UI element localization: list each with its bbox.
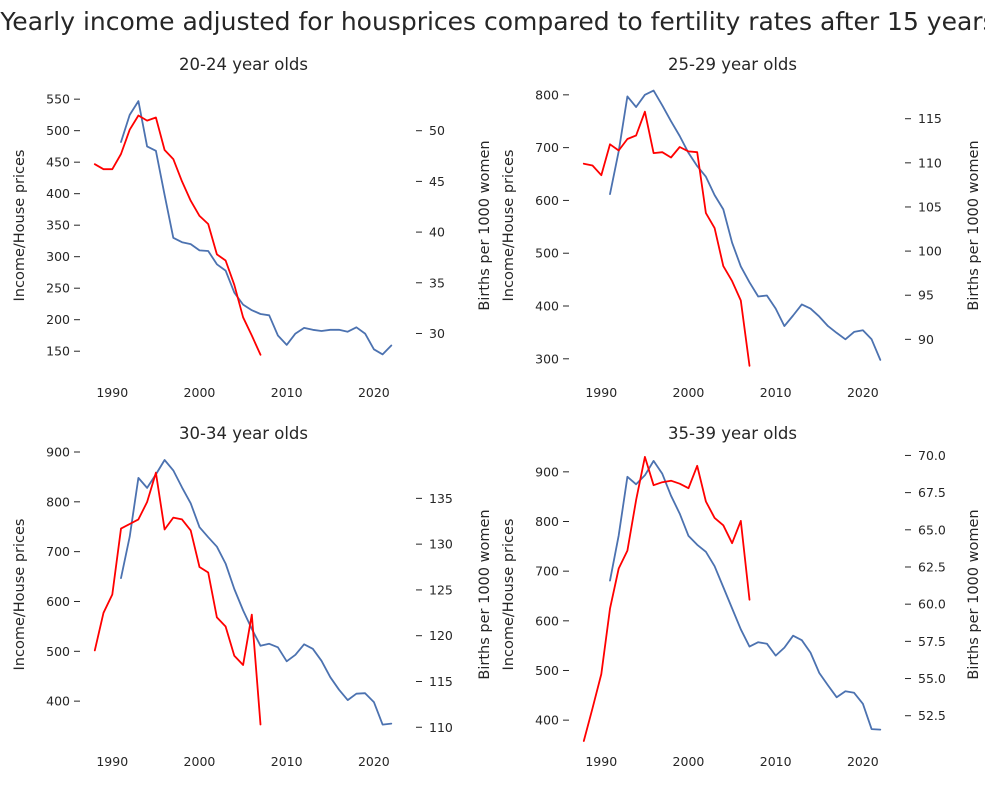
y2-tick-label: 90 <box>918 332 934 347</box>
x-tick-label: 2020 <box>358 754 390 769</box>
y2-tick-label: 62.5 <box>918 559 946 574</box>
y-tick-label: 200 <box>46 312 70 327</box>
y-tick-label: 500 <box>535 663 559 678</box>
panel-title: 20-24 year olds <box>179 55 308 74</box>
y-axis-label: Income/House prices <box>12 519 28 671</box>
y-tick-label: 400 <box>535 713 559 728</box>
y2-tick-label: 35 <box>429 275 445 290</box>
y-tick-label: 800 <box>46 494 70 509</box>
y-tick-label: 500 <box>46 123 70 138</box>
y-tick-label: 250 <box>46 281 70 296</box>
x-tick-label: 2010 <box>271 754 303 769</box>
y2-tick-label: 45 <box>429 174 445 189</box>
y-axis-label: Income/House prices <box>501 519 517 671</box>
y2-tick-label: 105 <box>918 199 942 214</box>
y-tick-label: 450 <box>46 155 70 170</box>
y-tick-label: 700 <box>535 140 559 155</box>
y2-tick-label: 115 <box>918 111 942 126</box>
x-tick-label: 1990 <box>585 385 617 400</box>
y-tick-label: 500 <box>46 644 70 659</box>
y-tick-label: 700 <box>535 564 559 579</box>
y2-tick-label: 125 <box>429 582 453 597</box>
panel-title: 35-39 year olds <box>668 424 797 443</box>
y-axis-label: Income/House prices <box>12 150 28 302</box>
y2-tick-label: 115 <box>429 674 453 689</box>
x-tick-label: 2000 <box>184 754 216 769</box>
y2-tick-label: 95 <box>918 288 934 303</box>
y-tick-label: 800 <box>535 87 559 102</box>
y2-tick-label: 50 <box>429 123 445 138</box>
y2-tick-label: 40 <box>429 225 445 240</box>
fertility-series-line <box>582 110 751 367</box>
income-series-line <box>609 459 882 731</box>
panel-title: 30-34 year olds <box>179 424 308 443</box>
y2-tick-label: 120 <box>429 628 453 643</box>
x-tick-label: 2020 <box>847 754 879 769</box>
y-tick-label: 400 <box>46 186 70 201</box>
x-tick-label: 2000 <box>184 385 216 400</box>
y-tick-label: 300 <box>46 249 70 264</box>
x-tick-label: 1990 <box>96 754 128 769</box>
y-tick-label: 400 <box>46 694 70 709</box>
x-tick-label: 2010 <box>760 754 792 769</box>
y2-tick-label: 110 <box>429 720 453 735</box>
income-series-line <box>609 89 882 361</box>
y2-tick-label: 65.0 <box>918 522 946 537</box>
figure-title: Yearly income adjusted for housprices co… <box>0 7 985 36</box>
y2-tick-label: 52.5 <box>918 708 946 723</box>
y2-axis-label: Births per 1000 women <box>477 509 493 679</box>
y2-tick-label: 60.0 <box>918 597 946 612</box>
x-tick-label: 1990 <box>96 385 128 400</box>
chart-panel-1: 20-24 year olds 150 200 250 300 350 400 450 500 5… <box>12 55 493 400</box>
y-tick-label: 800 <box>535 514 559 529</box>
x-tick-label: 2000 <box>673 385 705 400</box>
y-tick-label: 400 <box>535 299 559 314</box>
y2-tick-label: 57.5 <box>918 634 946 649</box>
y-tick-label: 600 <box>46 594 70 609</box>
income-series-line <box>120 459 393 726</box>
income-series-line <box>120 100 393 356</box>
y2-axis-label: Births per 1000 women <box>966 509 982 679</box>
x-tick-label: 2000 <box>673 754 705 769</box>
y-tick-label: 500 <box>535 246 559 261</box>
y2-axis-label: Births per 1000 women <box>966 140 982 310</box>
y-tick-label: 350 <box>46 218 70 233</box>
y-tick-label: 600 <box>535 613 559 628</box>
y-axis-label: Income/House prices <box>501 150 517 302</box>
fertility-series-line <box>582 455 751 742</box>
y2-tick-label: 130 <box>429 537 453 552</box>
x-tick-label: 1990 <box>585 754 617 769</box>
y2-tick-label: 67.5 <box>918 485 946 500</box>
y-tick-label: 700 <box>46 544 70 559</box>
x-tick-label: 2010 <box>760 385 792 400</box>
panel-title: 25-29 year olds <box>668 55 797 74</box>
chart-panel-4: 35-39 year olds 400 500 600 700 800 900 52.5 55.… <box>501 424 982 769</box>
x-tick-label: 2010 <box>271 385 303 400</box>
y-tick-label: 300 <box>535 351 559 366</box>
fertility-series-line <box>93 471 262 726</box>
x-tick-label: 2020 <box>847 385 879 400</box>
y-tick-label: 550 <box>46 92 70 107</box>
chart-panel-2: 25-29 year olds 300 400 500 600 700 800 90 95 100… <box>501 55 982 400</box>
panels: 20-24 year olds 150 200 250 300 350 400 450 500 5… <box>12 55 982 769</box>
y2-tick-label: 110 <box>918 155 942 170</box>
y2-tick-label: 100 <box>918 244 942 259</box>
y-tick-label: 150 <box>46 344 70 359</box>
y2-tick-label: 55.0 <box>918 671 946 686</box>
y2-tick-label: 70.0 <box>918 448 946 463</box>
y-tick-label: 900 <box>46 444 70 459</box>
y2-axis-label: Births per 1000 women <box>477 140 493 310</box>
y2-tick-label: 135 <box>429 491 453 506</box>
y-tick-label: 900 <box>535 464 559 479</box>
y-tick-label: 600 <box>535 193 559 208</box>
chart-panel-3: 30-34 year olds 400 500 600 700 800 900 110 115 1… <box>12 424 493 769</box>
y2-tick-label: 30 <box>429 326 445 341</box>
x-tick-label: 2020 <box>358 385 390 400</box>
fertility-series-line <box>93 114 262 356</box>
